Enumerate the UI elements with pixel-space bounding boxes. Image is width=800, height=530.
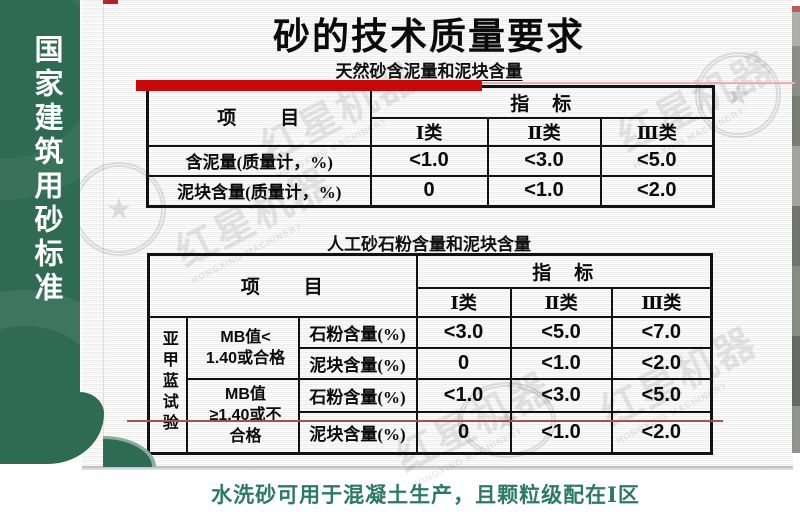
table1-indicator-header: 指 标 [369,85,715,119]
table-row: 泥块含量(%) 0 <1.0 <2.0 [149,410,713,455]
table2-g1r2-val2: <1.0 [509,346,613,380]
table1-row1-val3: <5.0 [599,144,715,177]
table2-g1r2-val1: 0 [415,346,512,380]
table2-g2r2-val3: <2.0 [610,410,713,455]
table1-row2-val1: 0 [369,174,489,208]
table1-row1-val2: <3.0 [486,144,602,177]
right-edge-strip [792,6,800,453]
table1-row2-val3: <2.0 [599,174,715,208]
table2-g1r2-label: 泥块含量(%) [297,346,418,380]
table1-caption-text: 天然砂含泥量和泥块含量 [335,62,523,81]
table-row: MB值 ≥1.40或不 合格 石粉含量(%) <1.0 <3.0 <5.0 [149,377,713,455]
table2-g2r2-val2: <1.0 [509,410,613,455]
table2-group2-condition: MB值 ≥1.40或不 合格 [185,377,300,455]
table-row: 含泥量(质量计，%) <1.0 <3.0 <5.0 [146,144,715,177]
watermark-star-icon: ★ [724,78,752,112]
table1-row1-label: 含泥量(质量计，%) [146,144,372,177]
table2-g2r1-val1: <1.0 [415,377,512,413]
slide-bottom-edge [82,466,793,470]
footer-note: 水洗砂可用于混凝土生产，且颗粒级配在Ⅰ区 [211,483,640,507]
table-row: 亚甲蓝试验 MB值< 1.40或合格 石粉含量(%) <3.0 <5.0 <7.… [147,315,713,455]
table2-g1r1-label: 石粉含量(%) [297,315,418,349]
watermark-star-icon: ★ [105,192,133,226]
table2-group1-condition: MB值< 1.40或合格 [185,315,300,380]
table2-g1r1-val3: <7.0 [610,315,713,349]
table2-test-label: 亚甲蓝试验 [159,329,177,435]
sidebar: 国家建筑用砂标准 [0,0,106,466]
page-title: 砂的技术质量要求 [273,17,585,58]
table2-g2r1-label: 石粉含量(%) [297,377,418,413]
table2-g1r2-val3: <2.0 [610,346,713,380]
pink-underline [458,82,795,84]
red-annotation-line [127,420,723,422]
table1-class-1: Ⅰ类 [369,116,489,147]
table1-row2-val2: <1.0 [486,174,602,208]
table1-row1-val1: <1.0 [369,144,489,177]
table2-item-header: 项 目 [147,253,418,318]
table2-g2r1-val2: <3.0 [509,377,613,413]
red-highlight-bar [136,80,482,91]
table2-class-2: Ⅱ类 [509,286,613,318]
table2-indicator-header: 指 标 [415,253,713,289]
table2-caption-text: 人工砂石粉含量和泥块含量 [327,235,531,254]
table2-g2r2-label: 泥块含量(%) [297,410,418,455]
table-row: 泥块含量(%) 0 <1.0 <2.0 [149,346,713,380]
table1-row2-label: 泥块含量(质量计，%) [146,174,372,208]
table-natural-sand: 项 目 指 标 Ⅰ类 Ⅱ类 Ⅲ类 含泥量(质量计，%) <1.0 <3.0 <5… [146,85,716,208]
table-manufactured-sand: 项 目 指 标 Ⅰ类 Ⅱ类 Ⅲ类 亚甲蓝试验 MB值< 1.40或合格 石粉含量… [147,253,714,455]
table2-g1r1-val1: <3.0 [415,315,512,349]
table2-class-1: Ⅰ类 [415,286,512,318]
table1-class-3: Ⅲ类 [599,116,715,147]
table-row: 泥块含量(质量计，%) 0 <1.0 <2.0 [146,174,715,208]
table2-caption: 人工砂石粉含量和泥块含量 [146,230,712,255]
sidebar-arc-decoration [0,290,106,466]
table2-g2r2-val1: 0 [415,410,512,455]
table2-g1r1-val2: <5.0 [509,315,613,349]
sidebar-vertical-title: 国家建筑用砂标准 [30,34,62,306]
table1-caption: 天然砂含泥量和泥块含量 [146,57,712,82]
top-left-red-dash [103,0,118,4]
table2-g2r1-val3: <5.0 [610,377,713,413]
table2-test-label-cell: 亚甲蓝试验 [147,315,188,455]
table1-item-header: 项 目 [146,85,372,147]
table2-class-3: Ⅲ类 [610,286,713,318]
table1-class-2: Ⅱ类 [486,116,602,147]
